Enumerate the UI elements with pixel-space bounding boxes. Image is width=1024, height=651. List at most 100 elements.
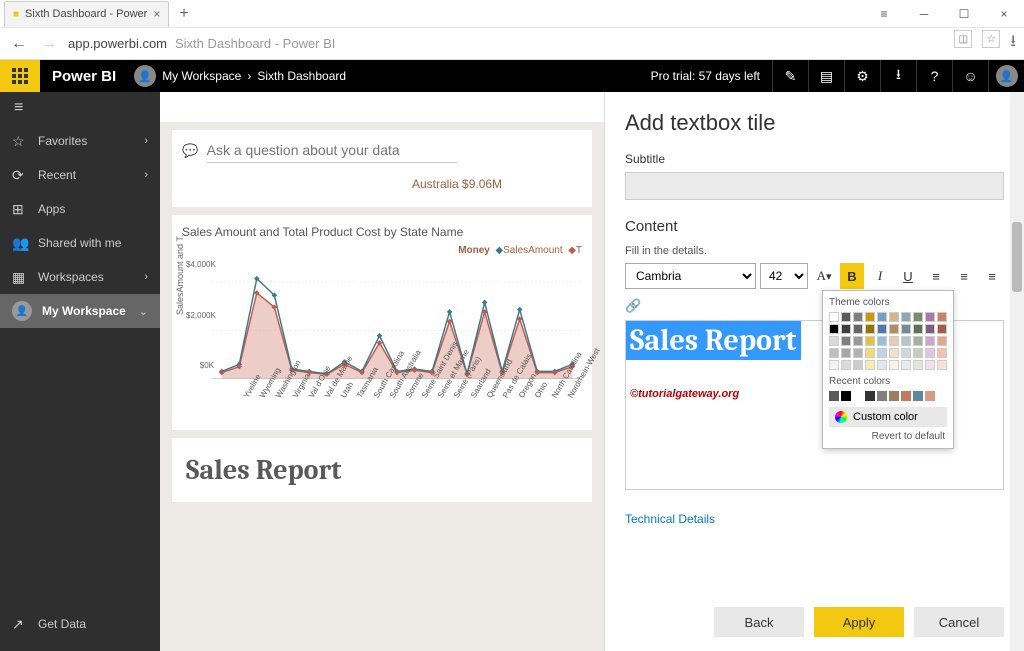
color-swatch[interactable] bbox=[889, 312, 899, 322]
breadcrumb-dashboard[interactable]: Sixth Dashboard bbox=[257, 69, 346, 83]
color-swatch[interactable] bbox=[889, 348, 899, 358]
sidebar-item[interactable]: 👥Shared with me bbox=[0, 226, 160, 260]
color-swatch[interactable] bbox=[829, 360, 839, 370]
color-swatch[interactable] bbox=[901, 391, 911, 401]
color-swatch[interactable] bbox=[841, 391, 851, 401]
download-top-icon[interactable]: ⭳ bbox=[880, 60, 916, 92]
breadcrumb-workspace[interactable]: My Workspace bbox=[162, 69, 241, 83]
link-icon[interactable]: 🔗 bbox=[625, 298, 641, 314]
apply-button[interactable]: Apply bbox=[814, 607, 904, 637]
color-swatch[interactable] bbox=[889, 324, 899, 334]
align-center-button[interactable]: ≡ bbox=[952, 263, 976, 289]
color-swatch[interactable] bbox=[901, 336, 911, 346]
back-arrow-icon[interactable]: ← bbox=[8, 33, 30, 55]
color-swatch[interactable] bbox=[829, 312, 839, 322]
sidebar-my-workspace[interactable]: 👤 My Workspace ⌄ bbox=[0, 294, 160, 328]
download-icon[interactable]: ⭳ bbox=[1010, 30, 1016, 57]
color-swatch[interactable] bbox=[925, 312, 935, 322]
color-swatch[interactable] bbox=[877, 312, 887, 322]
color-swatch[interactable] bbox=[925, 391, 935, 401]
color-swatch[interactable] bbox=[865, 348, 875, 358]
font-color-button[interactable]: A▾ bbox=[812, 263, 836, 289]
gear-icon[interactable]: ⚙ bbox=[844, 60, 880, 92]
color-swatch[interactable] bbox=[925, 336, 935, 346]
color-swatch[interactable] bbox=[901, 324, 911, 334]
color-swatch[interactable] bbox=[841, 360, 851, 370]
color-swatch[interactable] bbox=[829, 391, 839, 401]
scroll-thumb[interactable] bbox=[1012, 222, 1022, 292]
color-swatch[interactable] bbox=[853, 312, 863, 322]
color-swatch[interactable] bbox=[877, 348, 887, 358]
color-swatch[interactable] bbox=[913, 360, 923, 370]
favorite-star-icon[interactable]: ☆ bbox=[982, 30, 1000, 48]
subtitle-input[interactable] bbox=[625, 172, 1004, 200]
color-swatch[interactable] bbox=[841, 312, 851, 322]
color-swatch[interactable] bbox=[865, 391, 875, 401]
color-swatch[interactable] bbox=[913, 336, 923, 346]
browser-tab[interactable]: ■ Sixth Dashboard - Power × bbox=[4, 1, 169, 27]
color-swatch[interactable] bbox=[853, 348, 863, 358]
color-swatch[interactable] bbox=[889, 336, 899, 346]
color-swatch[interactable] bbox=[937, 336, 947, 346]
color-swatch[interactable] bbox=[829, 348, 839, 358]
color-swatch[interactable] bbox=[925, 324, 935, 334]
sidebar-get-data[interactable]: ↗ Get Data bbox=[0, 607, 160, 641]
settings-dots-icon[interactable]: ≡ bbox=[864, 0, 904, 28]
color-swatch[interactable] bbox=[853, 360, 863, 370]
color-swatch[interactable] bbox=[853, 324, 863, 334]
cancel-button[interactable]: Cancel bbox=[914, 607, 1004, 637]
custom-color-button[interactable]: Custom color bbox=[829, 407, 947, 427]
color-swatch[interactable] bbox=[865, 324, 875, 334]
font-select[interactable]: Cambria bbox=[625, 263, 756, 289]
underline-button[interactable]: U bbox=[896, 263, 920, 289]
sidebar-toggle-icon[interactable]: ≡ bbox=[0, 92, 160, 124]
back-button[interactable]: Back bbox=[714, 607, 804, 637]
qa-input[interactable] bbox=[207, 138, 457, 163]
color-swatch[interactable] bbox=[829, 336, 839, 346]
italic-button[interactable]: I bbox=[868, 263, 892, 289]
color-swatch[interactable] bbox=[841, 348, 851, 358]
revert-default-button[interactable]: Revert to default bbox=[829, 427, 947, 442]
color-swatch[interactable] bbox=[889, 391, 899, 401]
sidebar-item[interactable]: ▦Workspaces› bbox=[0, 260, 160, 294]
color-swatch[interactable] bbox=[829, 324, 839, 334]
smiley-icon[interactable]: ☺ bbox=[952, 60, 988, 92]
edit-icon[interactable]: ✎ bbox=[772, 60, 808, 92]
close-button[interactable]: × bbox=[984, 0, 1024, 28]
color-swatch[interactable] bbox=[913, 324, 923, 334]
color-swatch[interactable] bbox=[925, 348, 935, 358]
color-swatch[interactable] bbox=[841, 324, 851, 334]
new-tab-button[interactable]: + bbox=[169, 5, 198, 23]
user-avatar-icon[interactable]: 👤 bbox=[988, 60, 1024, 92]
color-swatch[interactable] bbox=[901, 360, 911, 370]
color-swatch[interactable] bbox=[937, 360, 947, 370]
help-icon[interactable]: ? bbox=[916, 60, 952, 92]
app-launcher-icon[interactable] bbox=[0, 60, 40, 92]
reading-view-icon[interactable]: ◫ bbox=[954, 30, 972, 48]
align-right-button[interactable]: ≡ bbox=[980, 263, 1004, 289]
color-swatch[interactable] bbox=[841, 336, 851, 346]
align-left-button[interactable]: ≡ bbox=[924, 263, 948, 289]
color-swatch[interactable] bbox=[913, 391, 923, 401]
sidebar-item[interactable]: ⊞Apps bbox=[0, 192, 160, 226]
color-swatch[interactable] bbox=[925, 360, 935, 370]
color-swatch[interactable] bbox=[865, 312, 875, 322]
color-swatch[interactable] bbox=[937, 324, 947, 334]
size-select[interactable]: 42 bbox=[760, 263, 808, 289]
color-swatch[interactable] bbox=[865, 336, 875, 346]
color-swatch[interactable] bbox=[853, 391, 863, 401]
tab-close-icon[interactable]: × bbox=[153, 7, 160, 21]
color-swatch[interactable] bbox=[865, 360, 875, 370]
color-swatch[interactable] bbox=[901, 312, 911, 322]
color-swatch[interactable] bbox=[877, 360, 887, 370]
color-swatch[interactable] bbox=[901, 348, 911, 358]
url-host[interactable]: app.powerbi.com bbox=[68, 36, 167, 51]
color-swatch[interactable] bbox=[937, 348, 947, 358]
color-swatch[interactable] bbox=[913, 312, 923, 322]
color-swatch[interactable] bbox=[877, 324, 887, 334]
comment-icon[interactable]: ▤ bbox=[808, 60, 844, 92]
color-swatch[interactable] bbox=[853, 336, 863, 346]
forward-arrow-icon[interactable]: → bbox=[38, 33, 60, 55]
color-swatch[interactable] bbox=[937, 312, 947, 322]
color-swatch[interactable] bbox=[877, 336, 887, 346]
